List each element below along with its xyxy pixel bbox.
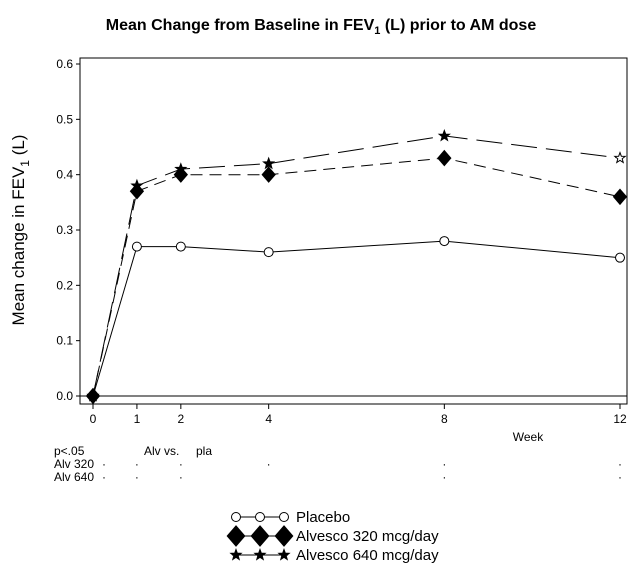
series-lines	[92, 135, 621, 397]
legend-marker	[250, 525, 270, 547]
legend-label: Alvesco 320 mcg/day	[296, 528, 439, 545]
data-point	[261, 166, 276, 183]
x-axis-label: Week	[513, 430, 544, 444]
y-ticks: 0.0 0.1 0.2 0.3 0.4 0.5 0.6	[56, 57, 80, 403]
legend-marker	[229, 548, 243, 561]
sig-row-label: Alv 320	[54, 457, 94, 471]
series-line-2	[92, 157, 621, 397]
y-tick-label: 0.2	[56, 278, 73, 292]
data-point	[174, 162, 188, 175]
sig-mark: ·	[442, 470, 446, 484]
sig-mark: ·	[179, 470, 183, 484]
legend: Placebo Alvesco 320 mcg/day Alvesco 640 mc…	[226, 509, 439, 564]
series-markers	[85, 128, 628, 405]
y-tick-label: 0.0	[56, 389, 73, 403]
data-point	[175, 241, 186, 252]
x-tick-label: 4	[265, 412, 272, 426]
y-tick-label: 0.5	[56, 112, 73, 126]
legend-marker	[231, 512, 241, 522]
x-ticks: 0 1 2 4 8 12	[90, 404, 627, 426]
legend-marker	[253, 548, 267, 561]
legend-marker	[277, 548, 291, 561]
chart-title: Mean Change from Baseline in FEV1 (L) pr…	[106, 17, 537, 37]
sig-mark: ·	[442, 457, 446, 471]
sig-row-label: Alv 640	[54, 470, 94, 484]
data-point	[262, 156, 276, 170]
legend-marker	[255, 512, 265, 522]
data-point	[86, 389, 100, 402]
data-point	[173, 166, 188, 183]
sig-mark: ·	[102, 470, 106, 484]
sig-mark: ·	[135, 457, 139, 471]
y-tick-label: 0.6	[56, 57, 73, 71]
series-line-3	[92, 135, 621, 397]
data-point	[130, 178, 144, 192]
sig-header: p<.05	[54, 444, 85, 458]
legend-marker	[274, 525, 294, 547]
y-tick-label: 0.1	[56, 334, 73, 348]
legend-label: Alvesco 640 mcg/day	[296, 547, 439, 564]
data-point	[437, 149, 452, 167]
data-point	[612, 188, 628, 206]
x-tick-label: 12	[613, 412, 627, 426]
plot-frame	[79, 57, 628, 405]
data-point	[613, 151, 627, 164]
x-tick-label: 1	[134, 412, 141, 426]
sig-mark: ·	[618, 470, 622, 484]
data-point	[129, 183, 145, 200]
series-line-1	[92, 240, 621, 397]
data-point	[131, 241, 142, 252]
data-point	[437, 128, 451, 142]
sig-mark: ·	[179, 457, 183, 471]
sig-mark: ·	[618, 457, 622, 471]
y-axis-label: Mean change in FEV1 (L)	[9, 135, 32, 326]
y-tick-label: 0.4	[56, 168, 73, 182]
sig-note-right: pla	[196, 444, 212, 458]
x-tick-label: 0	[90, 412, 97, 426]
legend-marker	[279, 512, 289, 522]
x-tick-label: 8	[441, 412, 448, 426]
x-tick-label: 2	[177, 412, 184, 426]
data-point	[439, 236, 450, 247]
significance-table: p<.05 Alv vs. pla Alv 320 · · · · · ·Alv 640 · ·…	[54, 444, 622, 484]
data-point	[615, 252, 625, 263]
y-tick-label: 0.3	[56, 223, 73, 237]
sig-mark: ·	[267, 457, 271, 471]
sig-mark: ·	[135, 470, 139, 484]
sig-note-left: Alv vs.	[144, 444, 179, 458]
data-point	[263, 247, 274, 258]
legend-marker	[226, 525, 246, 547]
legend-label: Placebo	[296, 509, 350, 526]
sig-mark: ·	[102, 457, 106, 471]
